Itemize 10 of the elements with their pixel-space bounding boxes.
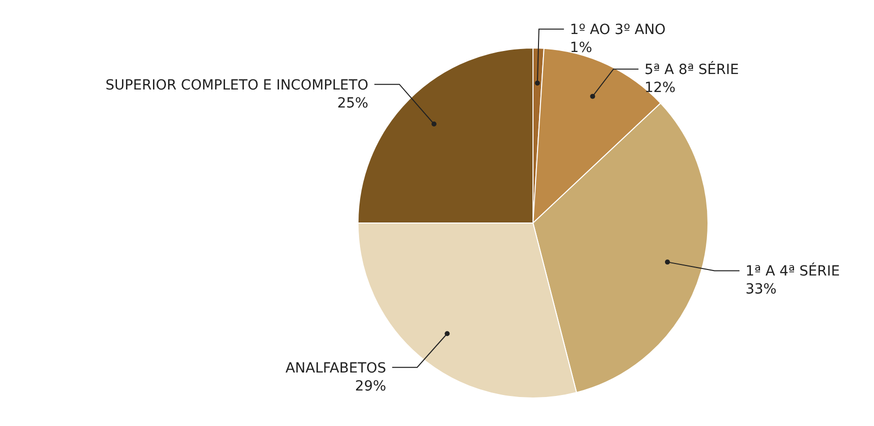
data-label: 1% <box>570 40 592 56</box>
slice-label: ANALFABETOS <box>285 360 386 376</box>
data-label: 29% <box>355 378 386 394</box>
slice-label: SUPERIOR COMPLETO E INCOMPLETO <box>105 77 368 94</box>
data-label: 33% <box>745 282 777 298</box>
slice-label: 1º AO 3º ANO <box>570 22 666 38</box>
slice-label: 5ª A 8ª SÉRIE <box>644 61 739 78</box>
data-label: 25% <box>337 95 368 112</box>
slice-label: 1ª A 4ª SÉRIE <box>745 262 840 280</box>
data-label: 12% <box>644 80 676 96</box>
